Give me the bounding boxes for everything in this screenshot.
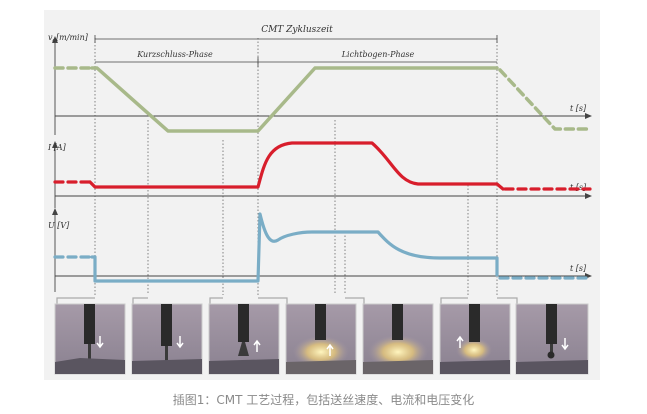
- process-photo-1: [54, 303, 126, 375]
- photo-connectors: [56, 297, 518, 304]
- figure-caption: 插图1：CMT 工艺过程，包括送丝速度、电流和电压变化: [172, 393, 475, 407]
- process-photo-2: [131, 303, 203, 375]
- short-circuit-phase-label: Kurzschluss-Phase: [136, 50, 213, 59]
- process-photo-6: [439, 303, 511, 375]
- axis-arrows: [52, 36, 592, 279]
- current-curve: [53, 141, 592, 191]
- process-photo-4: [285, 303, 357, 375]
- photo-strip: [54, 303, 589, 375]
- voltage-curve: [53, 212, 592, 283]
- process-photo-3: [208, 303, 280, 375]
- time-label-3: t [s]: [570, 264, 587, 273]
- process-photo-7: [515, 303, 589, 375]
- time-label-1: t [s]: [570, 104, 587, 113]
- wire-speed-axis-label: vd[m/min]: [48, 33, 89, 44]
- arc-phase-label: Lichtbogen-Phase: [341, 50, 415, 59]
- process-photo-5: [362, 303, 434, 375]
- axes: [54, 40, 588, 292]
- current-axis-label: I [A]: [47, 143, 67, 152]
- cycle-label: CMT Zykluszeit: [261, 25, 333, 35]
- wire-speed-curve: [53, 66, 592, 133]
- cycle-bracket: [94, 35, 498, 67]
- voltage-axis-label: U [V]: [48, 221, 70, 230]
